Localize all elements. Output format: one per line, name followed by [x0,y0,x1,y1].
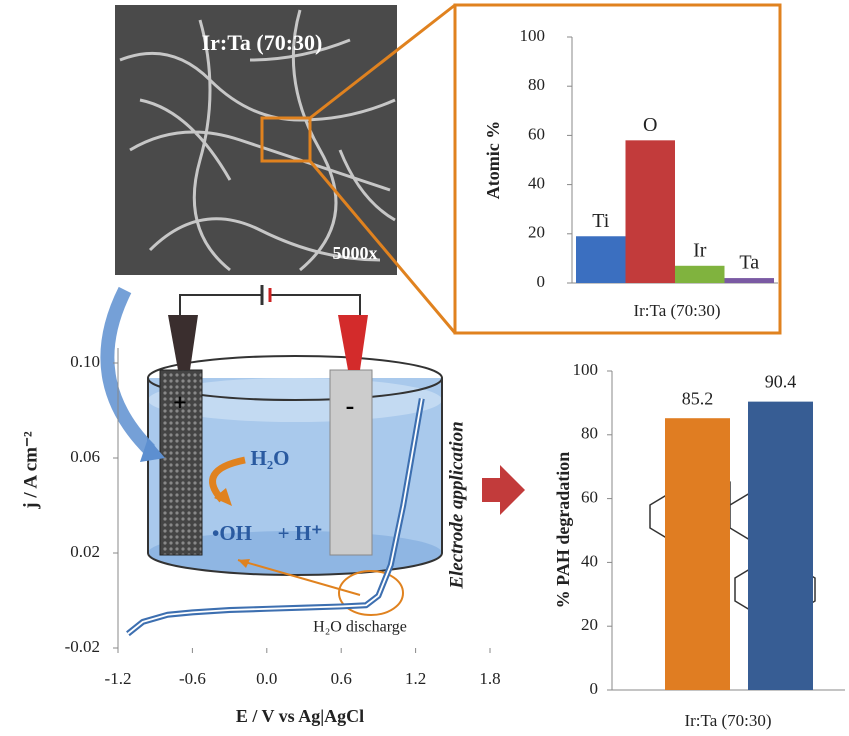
bar [748,402,813,690]
annotation: •OH [212,521,252,545]
plus: + [173,391,187,417]
y-tick-label: 80 [528,75,545,94]
y-tick-label: 0 [590,679,599,698]
x-axis-title: Ir:Ta (70:30) [633,301,720,320]
value-label: 85.2 [682,388,714,408]
x-axis-title: Ir:Ta (70:30) [684,711,771,730]
bar [675,266,725,283]
x-tick-label: 1.2 [405,669,426,688]
y-tick-label: 100 [520,26,546,45]
y-tick-label: 0 [537,272,546,291]
y-tick-label: 60 [528,124,545,143]
y-tick-label: 0.06 [70,447,100,466]
y-tick-label: 20 [528,223,545,242]
x-tick-label: 0.6 [331,669,352,688]
y-axis-title: % PAH degradation [553,452,573,609]
annotation: + H⁺ [278,521,323,545]
y-tick-label: 40 [581,551,598,570]
y-tick-label: 0.10 [70,352,100,371]
y-tick-label: 80 [581,424,598,443]
y-tick-label: 20 [581,615,598,634]
bar-category-label: O [643,114,657,136]
bar-category-label: Ir [693,239,707,261]
y-tick-label: 40 [528,174,545,193]
bar-category-label: Ta [739,252,759,274]
sem-label: Ir:Ta (70:30) [202,30,323,55]
y-tick-label: -0.02 [65,637,100,656]
x-tick-label: -0.6 [179,669,206,688]
bar [725,278,775,283]
value-label: 90.4 [765,372,797,392]
x-tick-label: -1.2 [105,669,132,688]
x-tick-label: 0.0 [256,669,277,688]
bar-category-label: Ti [592,210,610,232]
annotation: Electrode application [446,421,467,589]
y-tick-label: 100 [573,360,599,379]
sem-magnification: 5000x [333,243,378,263]
x-axis-title: E / V vs Ag|AgCl [236,706,364,726]
bar [665,418,730,690]
y-tick-label: 60 [581,488,598,507]
annotation: H₂O discharge [313,619,407,636]
y-axis-title: Atomic % [483,121,503,199]
y-tick-label: 0.02 [70,542,100,561]
y-axis-title: j / A cm⁻² [20,431,41,510]
annotation: H₂O [251,446,290,470]
minus: - [346,391,355,420]
bar [576,236,626,283]
x-tick-label: 1.8 [479,669,500,688]
figure: Ir:Ta (70:30) 5000x + - [0,0,849,736]
bar [626,140,676,283]
